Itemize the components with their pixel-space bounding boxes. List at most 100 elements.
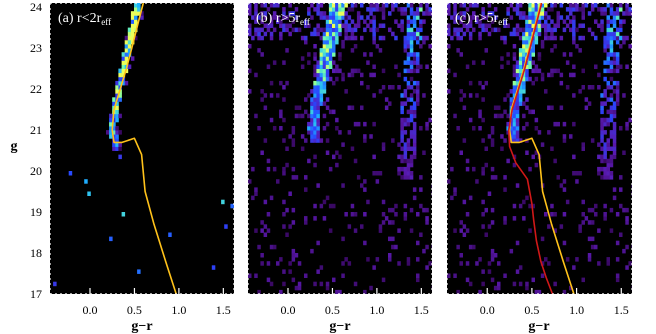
density-cell [353, 281, 358, 287]
density-cell [612, 35, 617, 41]
density-cell [279, 126, 283, 131]
density-cell [372, 31, 376, 37]
density-cell [127, 48, 132, 53]
density-cell [522, 85, 526, 90]
density-cell [263, 23, 268, 28]
density-cell [403, 175, 408, 180]
density-cell [600, 101, 604, 106]
panel-b-label: (b) r>5reff [256, 11, 310, 27]
density-cell [282, 7, 286, 12]
density-cell [332, 60, 336, 65]
density-cell [525, 195, 529, 201]
density-cell [310, 121, 314, 127]
density-cell [322, 126, 327, 131]
isochrone-red [507, 3, 554, 294]
y-tick-label: 19 [30, 205, 42, 219]
density-cell [400, 27, 404, 33]
density-cell [547, 7, 551, 12]
density-cell [406, 261, 411, 266]
density-cell [124, 48, 129, 53]
density-cell [484, 232, 488, 237]
density-cell [447, 27, 451, 33]
density-cell [515, 126, 520, 131]
density-cell [254, 191, 258, 196]
density-cell [547, 72, 551, 78]
density-cell [603, 11, 607, 16]
density-cell [522, 76, 526, 82]
density-cell [619, 44, 623, 49]
density-cell [487, 11, 492, 16]
density-cell [465, 23, 470, 28]
density-cell [254, 3, 258, 8]
density-cell [497, 261, 501, 266]
density-cell [522, 44, 526, 49]
density-cell [594, 212, 598, 217]
density-cell [459, 52, 463, 57]
density-cell [525, 31, 529, 37]
density-cell [518, 203, 523, 209]
density-cell [487, 191, 492, 196]
density-cell [260, 19, 264, 24]
density-cell [625, 11, 629, 16]
density-cell [263, 199, 268, 205]
density-cell [465, 228, 470, 233]
density-cell [260, 3, 264, 8]
panel-a-xlabel: g−r [131, 319, 152, 334]
density-cell [475, 179, 479, 184]
density-cell [612, 150, 617, 155]
density-cell [565, 60, 570, 65]
density-cell [525, 281, 529, 287]
density-cell [269, 195, 274, 201]
density-cell [606, 80, 610, 86]
density-cell [587, 257, 592, 262]
density-cell [612, 101, 617, 106]
density-cell [484, 23, 488, 28]
density-cell [325, 72, 330, 78]
density-cell [403, 11, 408, 16]
density-cell [631, 44, 632, 49]
density-cell [319, 93, 324, 98]
density-cell [606, 39, 610, 45]
density-cell [304, 23, 308, 28]
density-cell [338, 3, 342, 8]
density-cell [525, 150, 529, 155]
density-cell [279, 19, 283, 24]
density-cell [282, 199, 286, 205]
density-cell [597, 7, 601, 12]
density-cell [465, 158, 470, 164]
density-cell [606, 56, 610, 61]
density-cell [304, 39, 308, 45]
density-cell [525, 27, 529, 33]
density-cell [251, 195, 255, 201]
density-cell [518, 3, 523, 8]
density-cell [322, 35, 327, 41]
density-cell [416, 31, 420, 37]
density-cell [578, 228, 582, 233]
density-cell [569, 7, 573, 12]
density-cell [316, 126, 320, 131]
density-cell [400, 158, 404, 164]
density-cell [459, 97, 463, 102]
density-cell [412, 11, 417, 16]
density-cell [422, 11, 426, 16]
density-cell [619, 232, 623, 237]
y-tick-label: 20 [30, 164, 42, 178]
density-cell [553, 68, 557, 74]
density-cell [478, 19, 482, 24]
density-cell [578, 48, 582, 53]
density-cell [594, 64, 598, 69]
density-cell [291, 19, 296, 24]
density-cell [350, 7, 355, 12]
density-cell [416, 7, 420, 12]
density-cell [487, 269, 492, 274]
density-cell [478, 126, 482, 131]
density-cell [600, 175, 604, 180]
density-cell [325, 27, 330, 33]
density-cell [447, 273, 451, 278]
density-cell [400, 101, 404, 106]
density-cell [366, 85, 370, 90]
density-cell [121, 56, 126, 61]
density-cell [288, 191, 292, 196]
density-cell [559, 183, 564, 188]
density-cell [294, 253, 299, 258]
